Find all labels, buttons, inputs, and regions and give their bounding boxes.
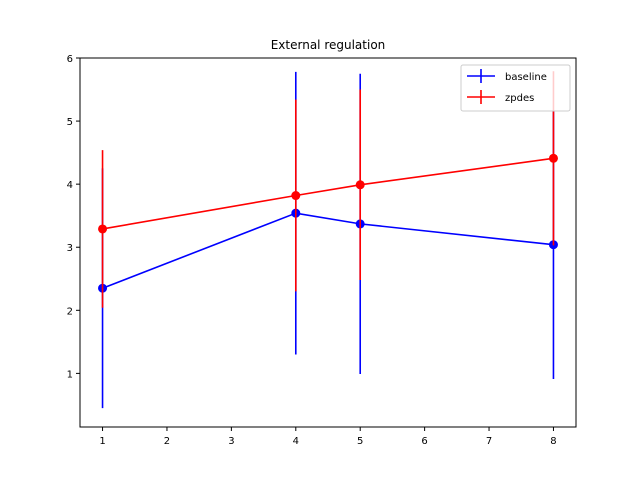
legend: baseline zpdes <box>460 64 571 112</box>
plot-series <box>98 71 558 409</box>
legend-entry-zpdes: zpdes <box>467 90 534 104</box>
data-point <box>548 153 558 163</box>
legend-label: zpdes <box>505 93 534 104</box>
series-line <box>102 212 554 289</box>
legend-label: baseline <box>505 72 547 83</box>
y-axis: 1 2 3 4 5 6 <box>67 54 80 380</box>
y-tick-label: 5 <box>67 117 73 128</box>
series-zpdes <box>98 71 558 308</box>
legend-entry-baseline: baseline <box>467 69 547 83</box>
y-tick-label: 2 <box>67 306 73 317</box>
x-tick-label: 5 <box>357 436 363 447</box>
x-tick-label: 8 <box>550 436 556 447</box>
x-tick-label: 2 <box>164 436 170 447</box>
data-point <box>355 180 365 190</box>
x-tick-label: 6 <box>421 436 427 447</box>
x-tick-label: 1 <box>99 436 105 447</box>
plot-frame <box>79 57 577 428</box>
x-axis: 1 2 3 4 5 6 7 8 <box>99 427 557 447</box>
y-tick-label: 4 <box>67 180 73 191</box>
y-tick-label: 3 <box>67 243 73 254</box>
data-point <box>98 224 108 234</box>
x-tick-label: 7 <box>486 436 492 447</box>
y-tick-label: 6 <box>67 54 73 65</box>
x-tick-label: 4 <box>293 436 299 447</box>
chart-title: External regulation <box>271 38 386 52</box>
series-line <box>102 157 554 230</box>
y-tick-label: 1 <box>67 369 73 380</box>
x-tick-label: 3 <box>228 436 234 447</box>
data-point <box>291 191 301 201</box>
